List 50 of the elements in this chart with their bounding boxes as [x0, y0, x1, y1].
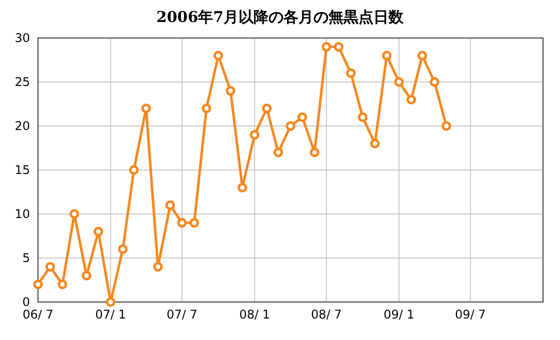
point	[382, 50, 392, 60]
x-tick-label: 07/ 7	[166, 308, 198, 322]
x-tick-label: 09/ 1	[384, 308, 414, 322]
x-tick-label: 08/ 1	[239, 308, 270, 322]
point	[153, 262, 163, 272]
y-tick-label: 25	[14, 74, 30, 89]
x-tick-label: 07/ 1	[95, 308, 126, 322]
point	[370, 138, 380, 148]
point	[106, 297, 116, 307]
point	[262, 104, 272, 114]
point	[250, 130, 260, 140]
point	[177, 218, 187, 228]
point	[298, 112, 308, 122]
point	[238, 182, 248, 192]
point	[165, 200, 175, 210]
point	[69, 209, 80, 219]
point	[334, 42, 344, 52]
point	[346, 68, 356, 78]
point	[129, 165, 139, 175]
point	[141, 104, 151, 114]
point	[322, 42, 332, 52]
x-tick-label: 06/ 7	[22, 308, 54, 322]
y-tick-label: 0	[22, 294, 30, 309]
point	[310, 148, 320, 158]
point	[226, 86, 236, 96]
point	[58, 280, 68, 290]
x-tick-label: 09/ 7	[455, 308, 486, 322]
y-tick-label: 10	[14, 206, 30, 221]
point	[273, 148, 284, 158]
point	[394, 77, 404, 87]
point	[442, 121, 452, 131]
point	[202, 104, 212, 114]
x-tick-label: 08/ 7	[311, 308, 342, 322]
point	[33, 280, 43, 290]
point	[417, 50, 428, 60]
point	[94, 226, 104, 236]
chart-title: 2006年7月以降の各月の無黒点日数	[156, 8, 405, 26]
y-tick-label: 15	[14, 162, 30, 177]
point	[213, 50, 224, 60]
point	[406, 94, 416, 104]
y-tick-label: 30	[14, 30, 30, 45]
point	[118, 244, 128, 254]
y-tick-label: 20	[14, 118, 30, 133]
point	[358, 112, 368, 122]
point	[286, 121, 296, 131]
y-tick-label: 5	[22, 250, 30, 265]
point	[45, 262, 56, 272]
point	[82, 270, 92, 280]
point	[189, 218, 200, 228]
point	[430, 77, 440, 87]
